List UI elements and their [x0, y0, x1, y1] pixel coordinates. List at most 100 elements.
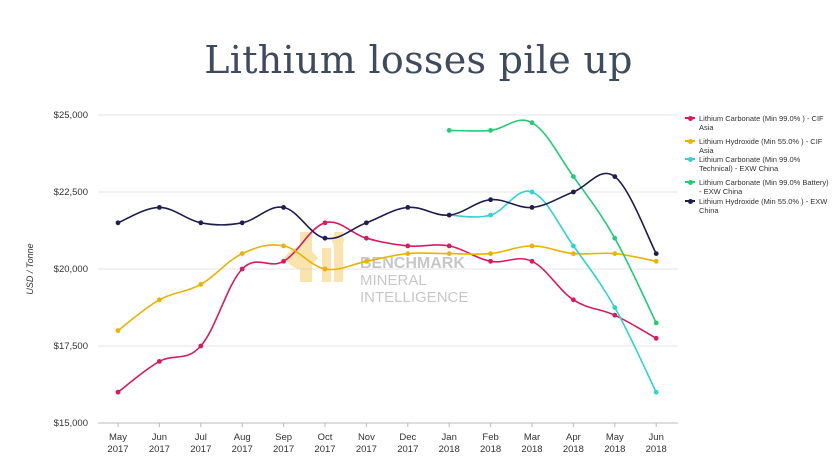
data-point[interactable] — [488, 251, 493, 256]
data-point[interactable] — [529, 243, 535, 249]
x-tick-label: Feb — [482, 432, 498, 443]
y-axis-label: USD / Tonne — [25, 243, 35, 294]
data-point[interactable] — [405, 205, 411, 210]
data-point[interactable] — [612, 251, 618, 256]
data-point[interactable] — [653, 389, 659, 395]
data-point[interactable] — [529, 258, 535, 264]
data-point[interactable] — [198, 343, 204, 349]
data-point[interactable] — [571, 189, 576, 195]
chart-title: Lithium losses pile up — [204, 38, 633, 82]
series-line-3 — [449, 190, 657, 393]
data-point[interactable] — [571, 243, 576, 249]
data-point[interactable] — [529, 205, 535, 210]
data-point[interactable] — [364, 220, 369, 226]
legend-label: Lithium Hydroxide (Min 55.0% ) - EXW Chi… — [699, 197, 828, 215]
y-tick-label: $15,000 — [54, 418, 88, 429]
x-tick-label-year: 2018 — [563, 444, 584, 455]
legend-swatch — [685, 115, 695, 121]
data-point[interactable] — [364, 258, 369, 264]
x-tick-label: Jun — [649, 432, 664, 443]
data-point[interactable] — [529, 120, 535, 126]
data-point[interactable] — [115, 328, 121, 333]
series-line-4 — [449, 119, 657, 324]
data-point[interactable] — [364, 235, 369, 241]
data-point[interactable] — [488, 127, 493, 133]
data-point[interactable] — [488, 197, 493, 203]
y-tick-label: $17,500 — [54, 341, 88, 352]
data-point[interactable] — [115, 220, 121, 226]
data-point[interactable] — [488, 212, 493, 218]
x-tick-label: Jan — [442, 432, 457, 443]
data-point[interactable] — [446, 251, 452, 256]
x-tick-label-year: 2018 — [646, 444, 667, 455]
data-point[interactable] — [198, 282, 204, 287]
data-point[interactable] — [239, 220, 245, 226]
data-point[interactable] — [612, 174, 618, 180]
series-group — [115, 119, 659, 395]
x-tick-label-year: 2017 — [190, 444, 211, 455]
data-point[interactable] — [157, 205, 162, 210]
data-point[interactable] — [488, 258, 493, 264]
legend-label: Lithium Carbonate (Min 99.0% Technical) … — [699, 155, 801, 173]
y-tick-label: $25,000 — [54, 110, 88, 121]
data-point[interactable] — [322, 235, 328, 241]
data-point[interactable] — [157, 297, 162, 303]
data-point[interactable] — [529, 189, 535, 195]
data-point[interactable] — [571, 174, 576, 180]
x-tick-label-year: 2018 — [604, 444, 625, 455]
x-tick-label-year: 2018 — [439, 444, 460, 455]
x-tick-label: Oct — [318, 432, 333, 443]
legend-marker — [688, 179, 693, 185]
legend-marker — [688, 138, 693, 144]
data-point[interactable] — [281, 205, 286, 210]
data-point[interactable] — [239, 266, 245, 272]
data-point[interactable] — [281, 258, 286, 264]
series-line-5 — [117, 172, 657, 254]
x-tick-label: Sep — [275, 432, 292, 443]
series-line-2 — [117, 244, 657, 332]
data-point[interactable] — [446, 127, 452, 133]
data-point[interactable] — [612, 235, 618, 241]
legend-label: Lithium Hydroxide (Min 55.0% ) - CIF Asi… — [699, 137, 823, 155]
x-tick-label: Dec — [399, 432, 416, 443]
data-point[interactable] — [653, 258, 659, 264]
data-point[interactable] — [405, 243, 411, 249]
data-point[interactable] — [405, 251, 411, 256]
data-point[interactable] — [322, 266, 328, 272]
x-tick-label: Aug — [234, 432, 251, 443]
data-point[interactable] — [198, 220, 204, 226]
x-tick-label-year: 2017 — [149, 444, 170, 455]
y-tick-label: $20,000 — [54, 264, 88, 275]
legend-swatch — [685, 179, 695, 185]
x-tick-label-year: 2018 — [521, 444, 542, 455]
data-point[interactable] — [281, 243, 286, 249]
data-point[interactable] — [612, 305, 618, 310]
data-point[interactable] — [612, 312, 618, 318]
data-point[interactable] — [571, 251, 576, 256]
watermark-text-line2: MINERAL — [360, 272, 427, 289]
legend-marker — [688, 115, 693, 121]
y-tick-label: $22,500 — [54, 187, 88, 198]
legend-swatch — [685, 156, 695, 162]
data-point[interactable] — [571, 297, 576, 303]
data-point[interactable] — [446, 212, 452, 218]
data-point[interactable] — [653, 335, 659, 341]
data-point[interactable] — [446, 243, 452, 249]
x-tick-label-year: 2017 — [397, 444, 418, 455]
x-tick-label-year: 2017 — [107, 444, 128, 455]
x-tick-label-year: 2017 — [232, 444, 253, 455]
x-tick-label-year: 2017 — [356, 444, 377, 455]
data-point[interactable] — [322, 220, 328, 226]
data-point[interactable] — [115, 389, 121, 395]
x-tick-label-year: 2017 — [314, 444, 335, 455]
x-tick-label-year: 2018 — [480, 444, 501, 455]
legend-swatch — [685, 198, 695, 204]
data-point[interactable] — [653, 320, 659, 326]
data-point[interactable] — [239, 251, 245, 256]
x-tick-label: Jun — [152, 432, 167, 443]
data-point[interactable] — [653, 251, 659, 256]
series-line-1 — [117, 221, 657, 393]
data-point[interactable] — [157, 359, 162, 364]
